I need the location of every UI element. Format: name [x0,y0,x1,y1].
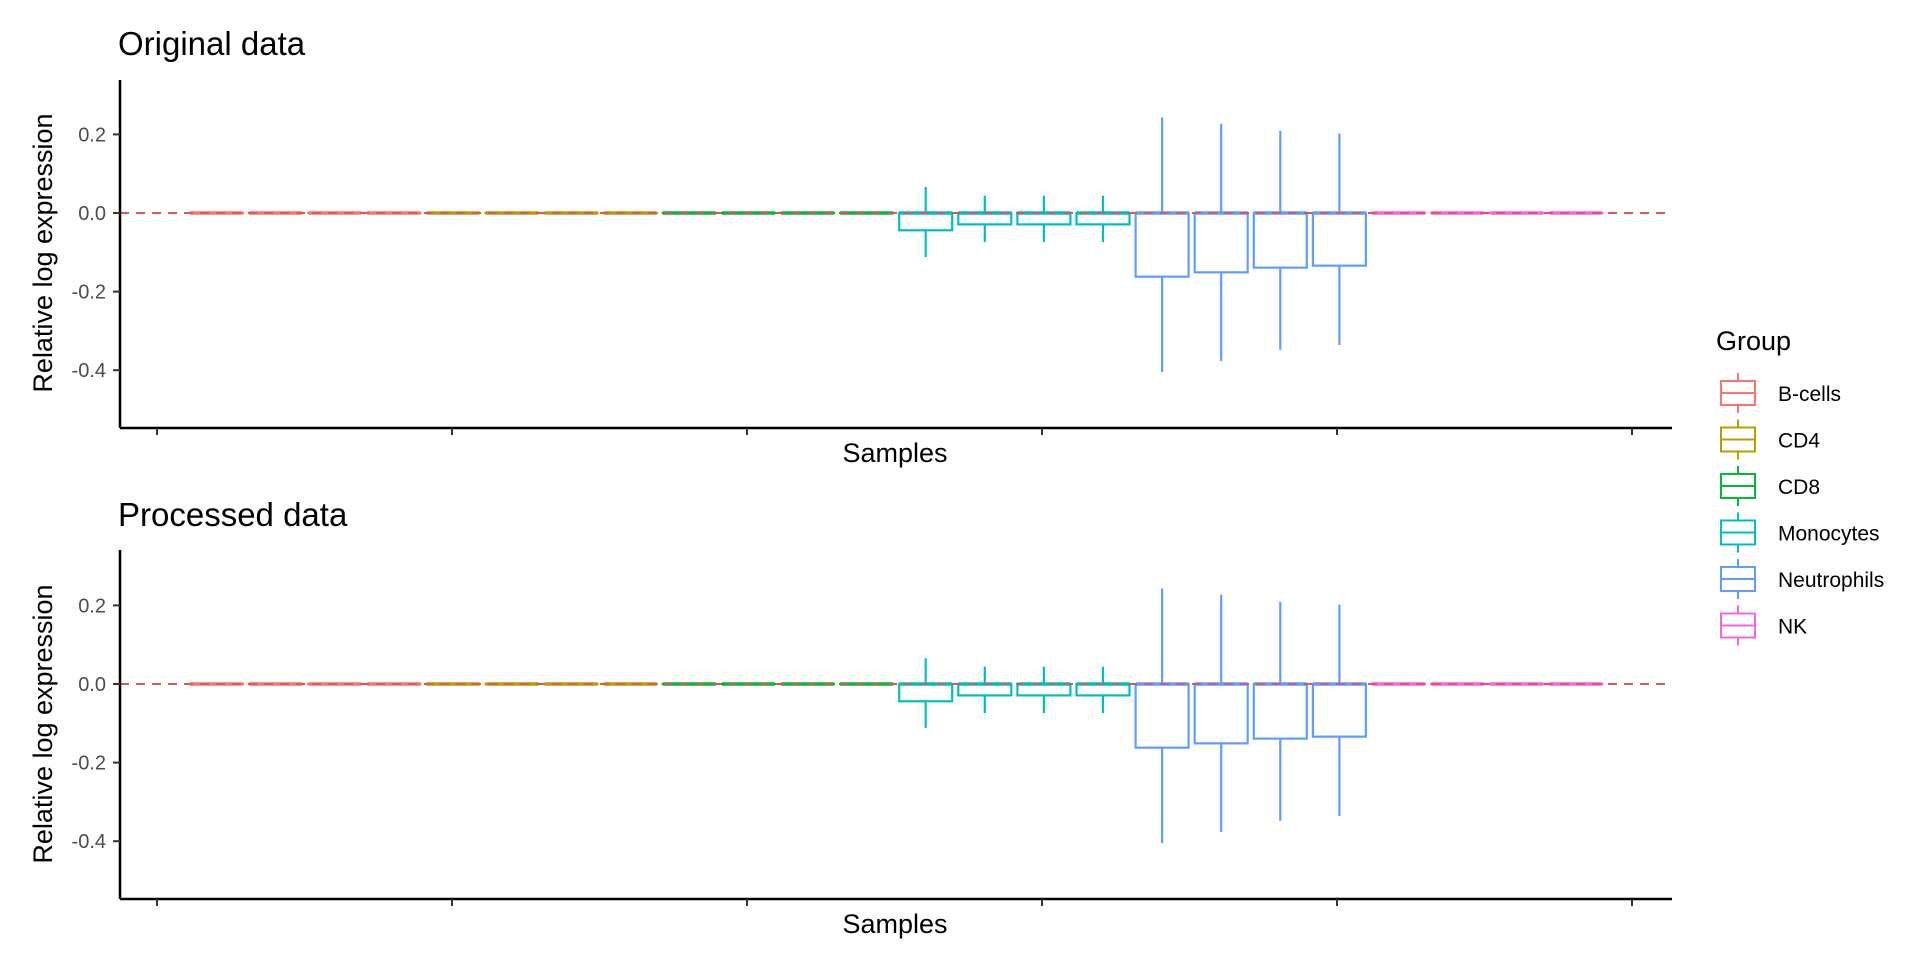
legend-label: Monocytes [1778,523,1880,546]
box-19 [1252,601,1308,821]
box-13 [898,187,954,258]
box-18 [1193,594,1249,833]
plot-area-processed: -0.4 -0.2 0.0 0.2 [72,550,1672,906]
box-18 [1193,123,1249,362]
y-tick-label: 0.0 [78,674,106,696]
box-14 [957,195,1013,243]
panel-original: Original data -0.4 -0.2 0.0 0.2 Samples Rel… [28,25,1672,468]
box-body [1252,211,1308,269]
box-15 [1016,666,1072,714]
box-13 [898,658,954,729]
y-tick-label: -0.2 [72,753,106,775]
panel-title-processed: Processed data [118,496,348,533]
legend-item-b-cells: B-cells [1720,373,1841,413]
legend-label: CD8 [1778,476,1820,499]
legend-item-cd4: CD4 [1720,419,1820,460]
box-17 [1134,117,1190,373]
plot-area-original: -0.4 -0.2 0.0 0.2 [72,80,1672,435]
y-tick-label: 0.2 [78,124,106,146]
box-16 [1075,195,1131,243]
y-tick-label: -0.4 [72,360,106,382]
x-axis-title-processed: Samples [842,909,947,939]
box-15 [1016,195,1072,243]
box-body [1193,211,1249,274]
legend-label: Neutrophils [1778,569,1884,592]
box-14 [957,666,1013,714]
legend-item-nk: NK [1720,605,1807,646]
x-axis-title-original: Samples [842,438,947,468]
y-tick-label: -0.2 [72,282,106,304]
legend-label: B-cells [1778,383,1841,406]
box-17 [1134,588,1190,844]
y-tick-label: 0.0 [78,203,106,225]
box-body [1311,211,1368,267]
legend-item-cd8: CD8 [1720,466,1820,506]
legend-label: NK [1778,616,1807,639]
box-19 [1252,130,1308,350]
legend-item-neutrophils: Neutrophils [1720,559,1884,599]
box-body [1193,682,1249,745]
box-body [1134,682,1190,749]
box-16 [1075,666,1131,714]
y-axis-title-processed: Relative log expression [28,584,58,863]
legend-label: CD4 [1778,430,1820,453]
box-body [1311,682,1368,738]
y-tick-label: 0.2 [78,595,106,617]
box-body [898,682,954,703]
box-body [1252,682,1308,740]
box-body [898,211,954,232]
y-tick-label: -0.4 [72,831,106,853]
panel-title-original: Original data [118,25,306,62]
legend-title: Group [1716,326,1791,356]
box-20 [1311,133,1368,346]
legend-item-monocytes: Monocytes [1720,512,1880,553]
y-axis-title-original: Relative log expression [28,113,58,392]
panel-processed: Processed data -0.4 -0.2 0.0 0.2 Samples Re… [28,496,1672,939]
box-20 [1311,604,1368,817]
legend: Group B-cells CD4 CD8 Monocytes Neutrophils N… [1716,326,1884,646]
box-body [1134,211,1190,278]
